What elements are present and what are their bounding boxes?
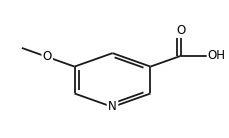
Text: OH: OH	[207, 49, 225, 62]
Text: O: O	[43, 50, 52, 63]
Text: O: O	[176, 24, 185, 37]
Text: N: N	[108, 100, 117, 113]
